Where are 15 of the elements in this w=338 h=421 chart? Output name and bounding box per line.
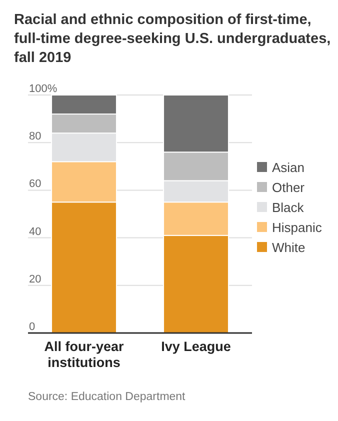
y-tick-label: 20 <box>29 273 42 286</box>
legend-label: Black <box>272 200 304 215</box>
legend-label: White <box>272 240 306 255</box>
y-tick-label: 100% <box>29 83 58 95</box>
legend-label: Asian <box>272 160 305 175</box>
y-tick-label: 40 <box>29 226 42 238</box>
y-tick-label: 80 <box>29 130 42 143</box>
y-tick-label: 0 <box>29 321 36 333</box>
x-tick-label: All four-year institutions <box>44 339 124 370</box>
chart-title: Racial and ethnic composition of first-time, full-time degree-seeking U.S. undergraduates, fall 2019 <box>14 12 331 66</box>
source-note: Source: Education Department <box>28 391 186 403</box>
legend-label: Other <box>272 180 306 195</box>
x-tick-label: Ivy League <box>161 339 232 354</box>
legend-label: Hispanic <box>272 220 322 235</box>
y-tick-label: 60 <box>29 178 42 190</box>
